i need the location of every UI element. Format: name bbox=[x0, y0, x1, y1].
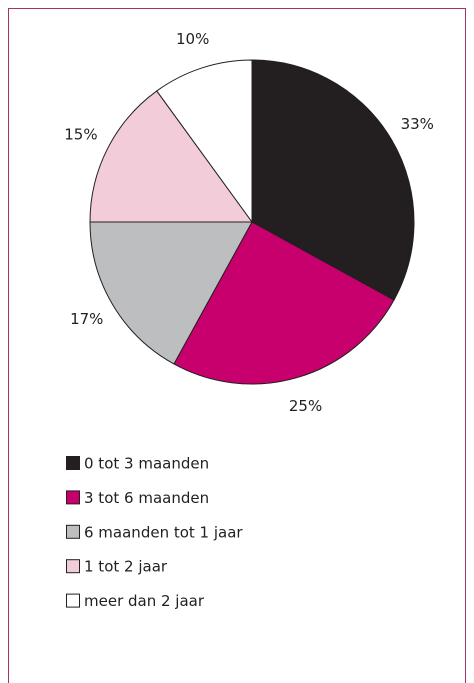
legend-label: 0 tot 3 maanden bbox=[84, 455, 209, 473]
slice-label: 25% bbox=[289, 397, 322, 415]
legend-swatch bbox=[66, 524, 80, 539]
pie-slice bbox=[173, 221, 395, 385]
legend-label: 6 maanden tot 1 jaar bbox=[84, 523, 243, 541]
legend-label: meer dan 2 jaar bbox=[84, 592, 205, 610]
legend-swatch bbox=[66, 593, 80, 608]
legend-swatch bbox=[66, 559, 80, 574]
slice-label: 10% bbox=[176, 30, 209, 48]
pie-slice bbox=[89, 221, 253, 365]
pie-slice bbox=[89, 90, 253, 223]
legend-swatch bbox=[66, 456, 80, 470]
legend-label: 1 tot 2 jaar bbox=[84, 558, 168, 576]
legend-swatch bbox=[66, 490, 80, 505]
pie-slice bbox=[251, 59, 415, 301]
slice-label: 17% bbox=[70, 310, 103, 328]
slice-label: 15% bbox=[64, 125, 97, 143]
legend-label: 3 tot 6 maanden bbox=[84, 489, 209, 507]
frame bbox=[8, 8, 466, 683]
slice-label: 33% bbox=[401, 115, 434, 133]
pie-slice bbox=[156, 59, 253, 224]
